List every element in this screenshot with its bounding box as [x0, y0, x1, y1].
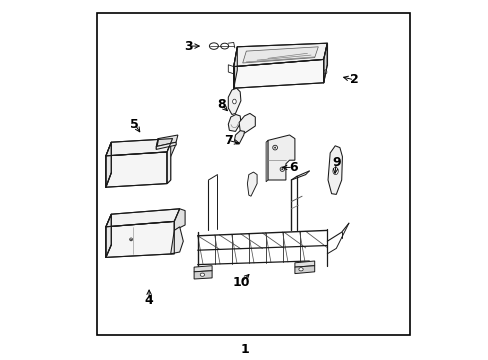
Ellipse shape — [281, 168, 283, 170]
Text: 3: 3 — [184, 40, 193, 53]
Ellipse shape — [130, 239, 131, 240]
Polygon shape — [106, 142, 111, 187]
Ellipse shape — [232, 99, 236, 104]
Polygon shape — [294, 266, 314, 274]
Ellipse shape — [332, 167, 338, 175]
Ellipse shape — [298, 268, 303, 271]
Polygon shape — [239, 113, 255, 133]
Text: 5: 5 — [130, 118, 139, 131]
Ellipse shape — [200, 273, 204, 276]
Polygon shape — [228, 88, 241, 114]
Text: 2: 2 — [349, 73, 358, 86]
Polygon shape — [167, 152, 170, 184]
Ellipse shape — [272, 145, 277, 150]
Polygon shape — [194, 271, 212, 279]
Text: 1: 1 — [240, 343, 248, 356]
Polygon shape — [327, 146, 342, 194]
Ellipse shape — [274, 147, 275, 148]
Polygon shape — [242, 47, 318, 63]
Text: 6: 6 — [288, 161, 297, 174]
Polygon shape — [170, 227, 183, 254]
Polygon shape — [247, 172, 257, 196]
Polygon shape — [174, 209, 185, 230]
Polygon shape — [194, 266, 212, 272]
Bar — [97, 13, 409, 335]
Polygon shape — [156, 139, 158, 149]
Polygon shape — [294, 261, 314, 267]
Polygon shape — [233, 59, 323, 88]
Polygon shape — [167, 139, 172, 184]
Polygon shape — [267, 135, 294, 180]
Ellipse shape — [280, 167, 284, 171]
Polygon shape — [323, 43, 326, 83]
Polygon shape — [265, 140, 267, 182]
Ellipse shape — [129, 238, 132, 241]
Polygon shape — [228, 114, 241, 131]
Ellipse shape — [209, 43, 218, 49]
Polygon shape — [156, 142, 176, 149]
Text: 7: 7 — [224, 134, 232, 147]
Polygon shape — [234, 131, 244, 144]
Text: 10: 10 — [232, 276, 249, 289]
Polygon shape — [167, 139, 176, 157]
Ellipse shape — [220, 43, 228, 49]
Polygon shape — [106, 139, 172, 156]
Polygon shape — [106, 221, 174, 257]
Polygon shape — [156, 135, 178, 147]
Text: 9: 9 — [331, 156, 340, 169]
Polygon shape — [233, 47, 237, 88]
Text: 4: 4 — [144, 294, 153, 307]
Polygon shape — [106, 152, 167, 187]
Polygon shape — [106, 209, 179, 227]
Polygon shape — [106, 214, 111, 257]
Ellipse shape — [324, 70, 326, 74]
Text: 8: 8 — [216, 98, 225, 111]
Polygon shape — [233, 43, 326, 67]
